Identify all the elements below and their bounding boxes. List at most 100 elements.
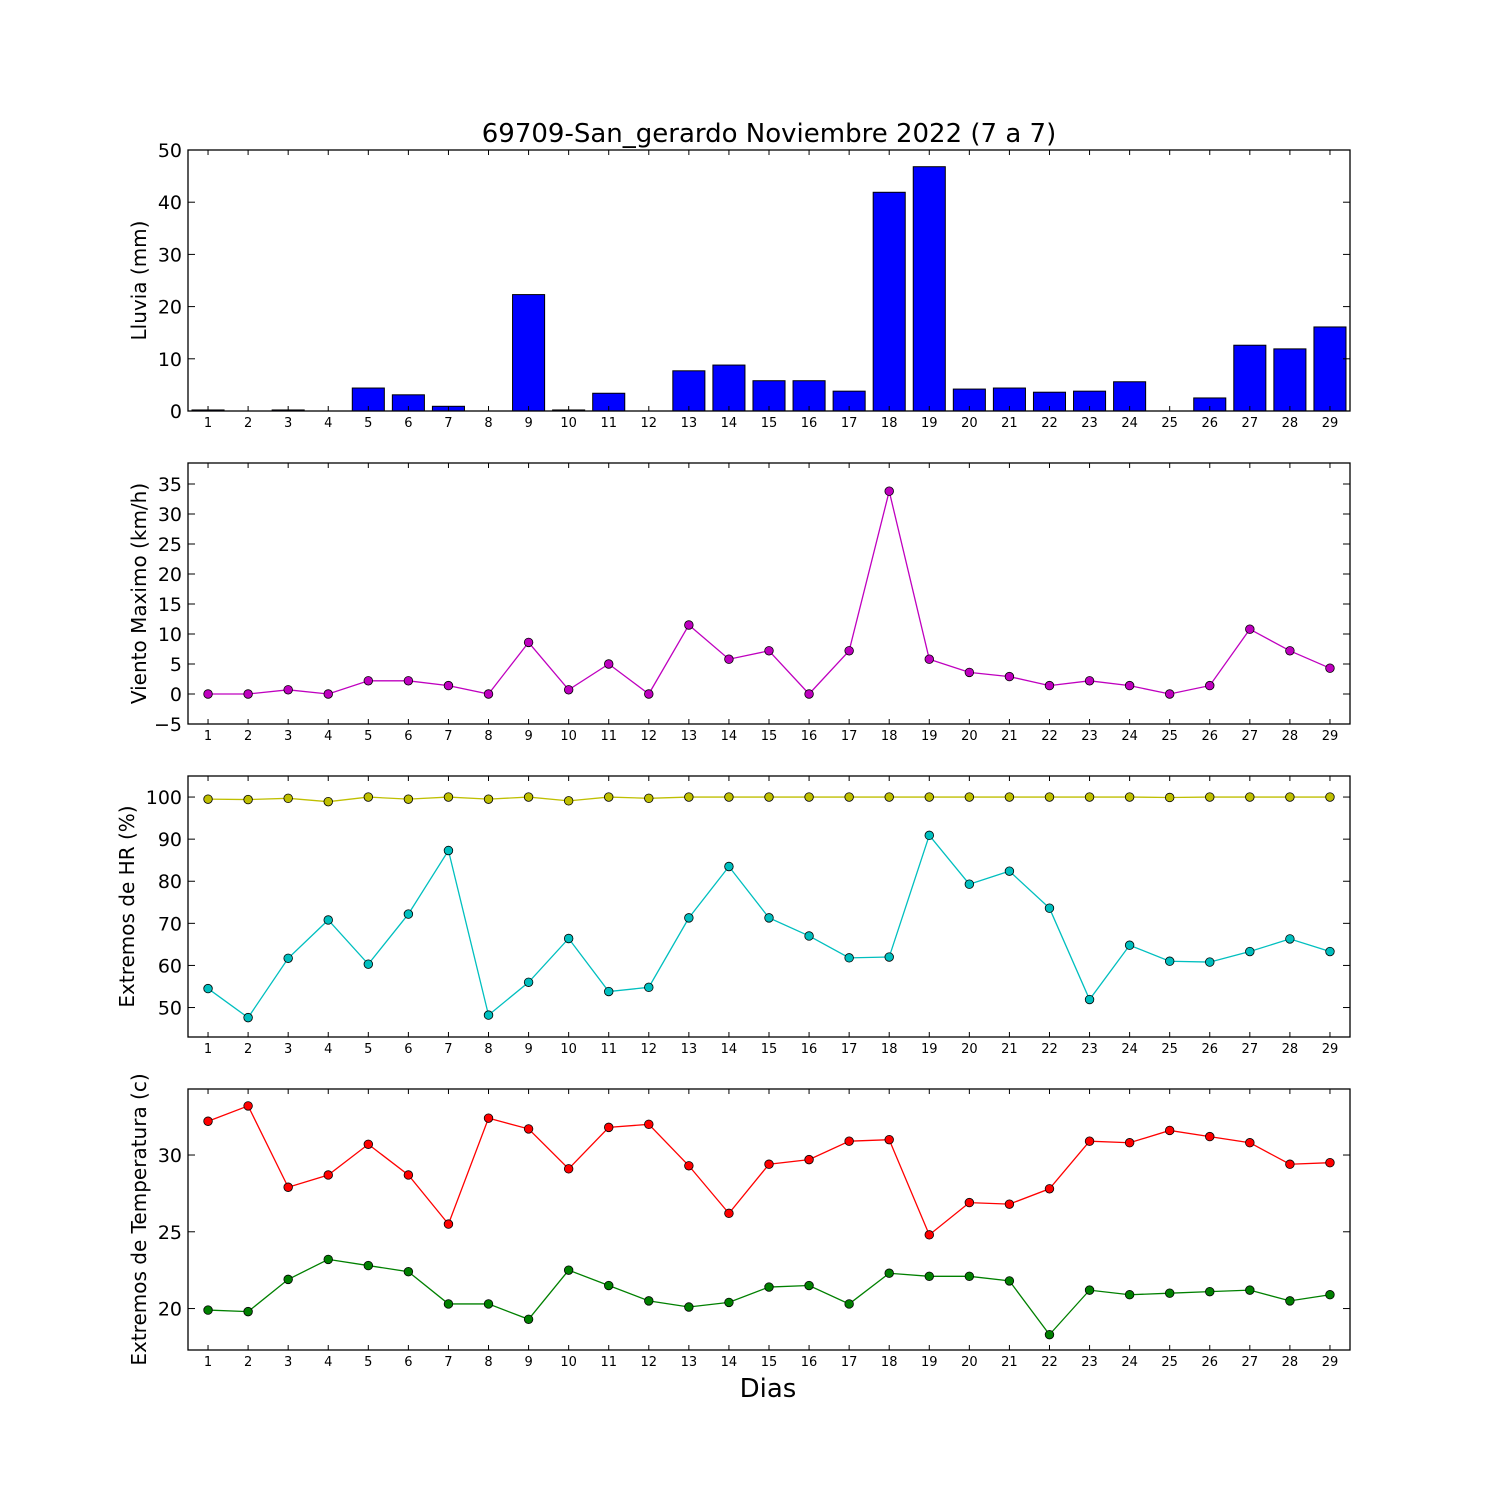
x-tick-label: 5 [364, 1042, 372, 1057]
x-tick-label: 13 [681, 1042, 698, 1057]
x-tick-label: 29 [1322, 416, 1339, 431]
y-axis-label: Viento Maximo (km/h) [127, 483, 151, 704]
point-s1-day-14 [724, 654, 734, 664]
point-s1-day-22 [1044, 680, 1055, 691]
bar-day-18 [872, 191, 906, 412]
point-s1-day-21 [1004, 792, 1015, 802]
x-tick-label: 10 [560, 729, 577, 744]
x-tick-label: 28 [1282, 416, 1299, 431]
y-tick-label: 100 [146, 787, 182, 809]
x-tick-label: 25 [1161, 729, 1178, 744]
point-s1-day-16 [804, 689, 814, 699]
panel-1: 1 2 3 4 5 6 7 8 9 10 11 12 13 14 15 16 17 18 19 20 21 22 23 24 2… [127, 140, 1351, 431]
y-tick-label: −5 [154, 714, 182, 736]
x-tick-label: 21 [1001, 1042, 1018, 1057]
point-s2-day-22 [1044, 903, 1055, 913]
x-tick-label: 28 [1282, 729, 1299, 744]
point-s1-day-17 [844, 646, 854, 656]
x-tick-label: 26 [1201, 729, 1218, 744]
x-tick-label: 27 [1242, 416, 1259, 431]
y-tick-label: 0 [170, 401, 182, 423]
point-s2-day-7 [443, 1299, 454, 1309]
bar-day-19 [912, 166, 946, 412]
point-s1-day-16 [804, 792, 814, 802]
y-tick-label: 0 [170, 684, 182, 706]
point-s1-day-20 [964, 792, 975, 802]
y-axis-label: Extremos de Temperatura (c) [127, 1073, 151, 1365]
point-s2-day-29 [1325, 1290, 1335, 1300]
x-tick-label: 21 [1001, 729, 1018, 744]
point-s2-day-23 [1084, 1285, 1095, 1295]
point-s2-day-20 [964, 1271, 975, 1282]
x-tick-label: 24 [1121, 1042, 1138, 1057]
point-s1-day-1 [203, 794, 213, 804]
x-tick-label: 16 [801, 1355, 818, 1370]
point-s1-day-18 [884, 792, 894, 802]
bar-day-27 [1233, 344, 1267, 412]
point-s1-day-6 [403, 676, 414, 686]
point-s1-day-18 [884, 486, 894, 496]
x-tick-label: 16 [801, 416, 818, 431]
point-s1-day-7 [443, 680, 454, 691]
plot-frame [187, 775, 1351, 1038]
point-s1-day-22 [1044, 1184, 1055, 1194]
bar-day-9 [512, 294, 546, 412]
point-s2-day-27 [1245, 1285, 1255, 1295]
y-tick-label: 30 [158, 504, 182, 526]
point-s1-day-5 [363, 792, 374, 802]
x-tick-label: 24 [1121, 416, 1138, 431]
point-s1-day-1 [203, 1116, 213, 1126]
point-s1-day-12 [644, 689, 654, 699]
y-tick-label: 25 [158, 534, 182, 556]
x-tick-label: 6 [404, 1042, 412, 1057]
point-s1-day-24 [1124, 792, 1135, 802]
x-tick-label: 27 [1242, 1355, 1259, 1370]
bar-day-14 [712, 364, 746, 412]
point-s2-day-28 [1285, 934, 1295, 944]
x-tick-label: 8 [484, 1355, 492, 1370]
x-tick-label: 24 [1121, 729, 1138, 744]
point-s1-day-2 [243, 1101, 253, 1111]
point-s1-day-29 [1325, 792, 1335, 802]
point-s1-day-11 [604, 1122, 614, 1133]
chart-title: 69709-San_gerardo Noviembre 2022 (7 a 7) [482, 119, 1056, 149]
x-tick-label: 18 [881, 416, 898, 431]
x-tick-label: 28 [1282, 1355, 1299, 1370]
x-tick-label: 8 [484, 1042, 492, 1057]
x-tick-label: 8 [484, 729, 492, 744]
y-tick-label: 20 [158, 564, 182, 586]
point-s1-day-26 [1205, 792, 1215, 802]
x-tick-label: 9 [524, 416, 532, 431]
y-tick-label: 30 [158, 1145, 182, 1167]
point-s2-day-20 [964, 879, 975, 889]
bar-day-15 [752, 380, 786, 412]
x-tick-label: 17 [841, 729, 858, 744]
x-tick-label: 11 [600, 416, 617, 431]
point-s2-day-9 [523, 1314, 534, 1324]
x-tick-label: 2 [244, 1355, 252, 1370]
x-tick-label: 20 [961, 729, 978, 744]
y-tick-label: 35 [158, 474, 182, 496]
x-tick-label: 12 [641, 729, 658, 744]
x-tick-label: 21 [1001, 416, 1018, 431]
x-tick-label: 13 [681, 1355, 698, 1370]
x-tick-label: 19 [921, 1042, 938, 1057]
point-s1-day-18 [884, 1134, 894, 1145]
x-tick-label: 11 [600, 729, 617, 744]
x-tick-label: 16 [801, 729, 818, 744]
point-s2-day-5 [363, 959, 374, 969]
point-s2-day-25 [1164, 956, 1175, 966]
series-line-1 [208, 491, 1331, 695]
point-s2-day-14 [724, 861, 734, 872]
point-s2-day-3 [283, 953, 293, 963]
point-s2-day-26 [1205, 1286, 1215, 1297]
point-s2-day-9 [523, 977, 534, 987]
x-tick-label: 13 [681, 729, 698, 744]
point-s2-day-11 [604, 986, 614, 997]
x-tick-label: 3 [284, 729, 292, 744]
x-tick-label: 25 [1161, 1355, 1178, 1370]
point-s2-day-17 [844, 1299, 854, 1309]
x-tick-label: 1 [204, 1042, 212, 1057]
point-s2-day-8 [483, 1010, 494, 1020]
point-s1-day-6 [403, 794, 414, 804]
